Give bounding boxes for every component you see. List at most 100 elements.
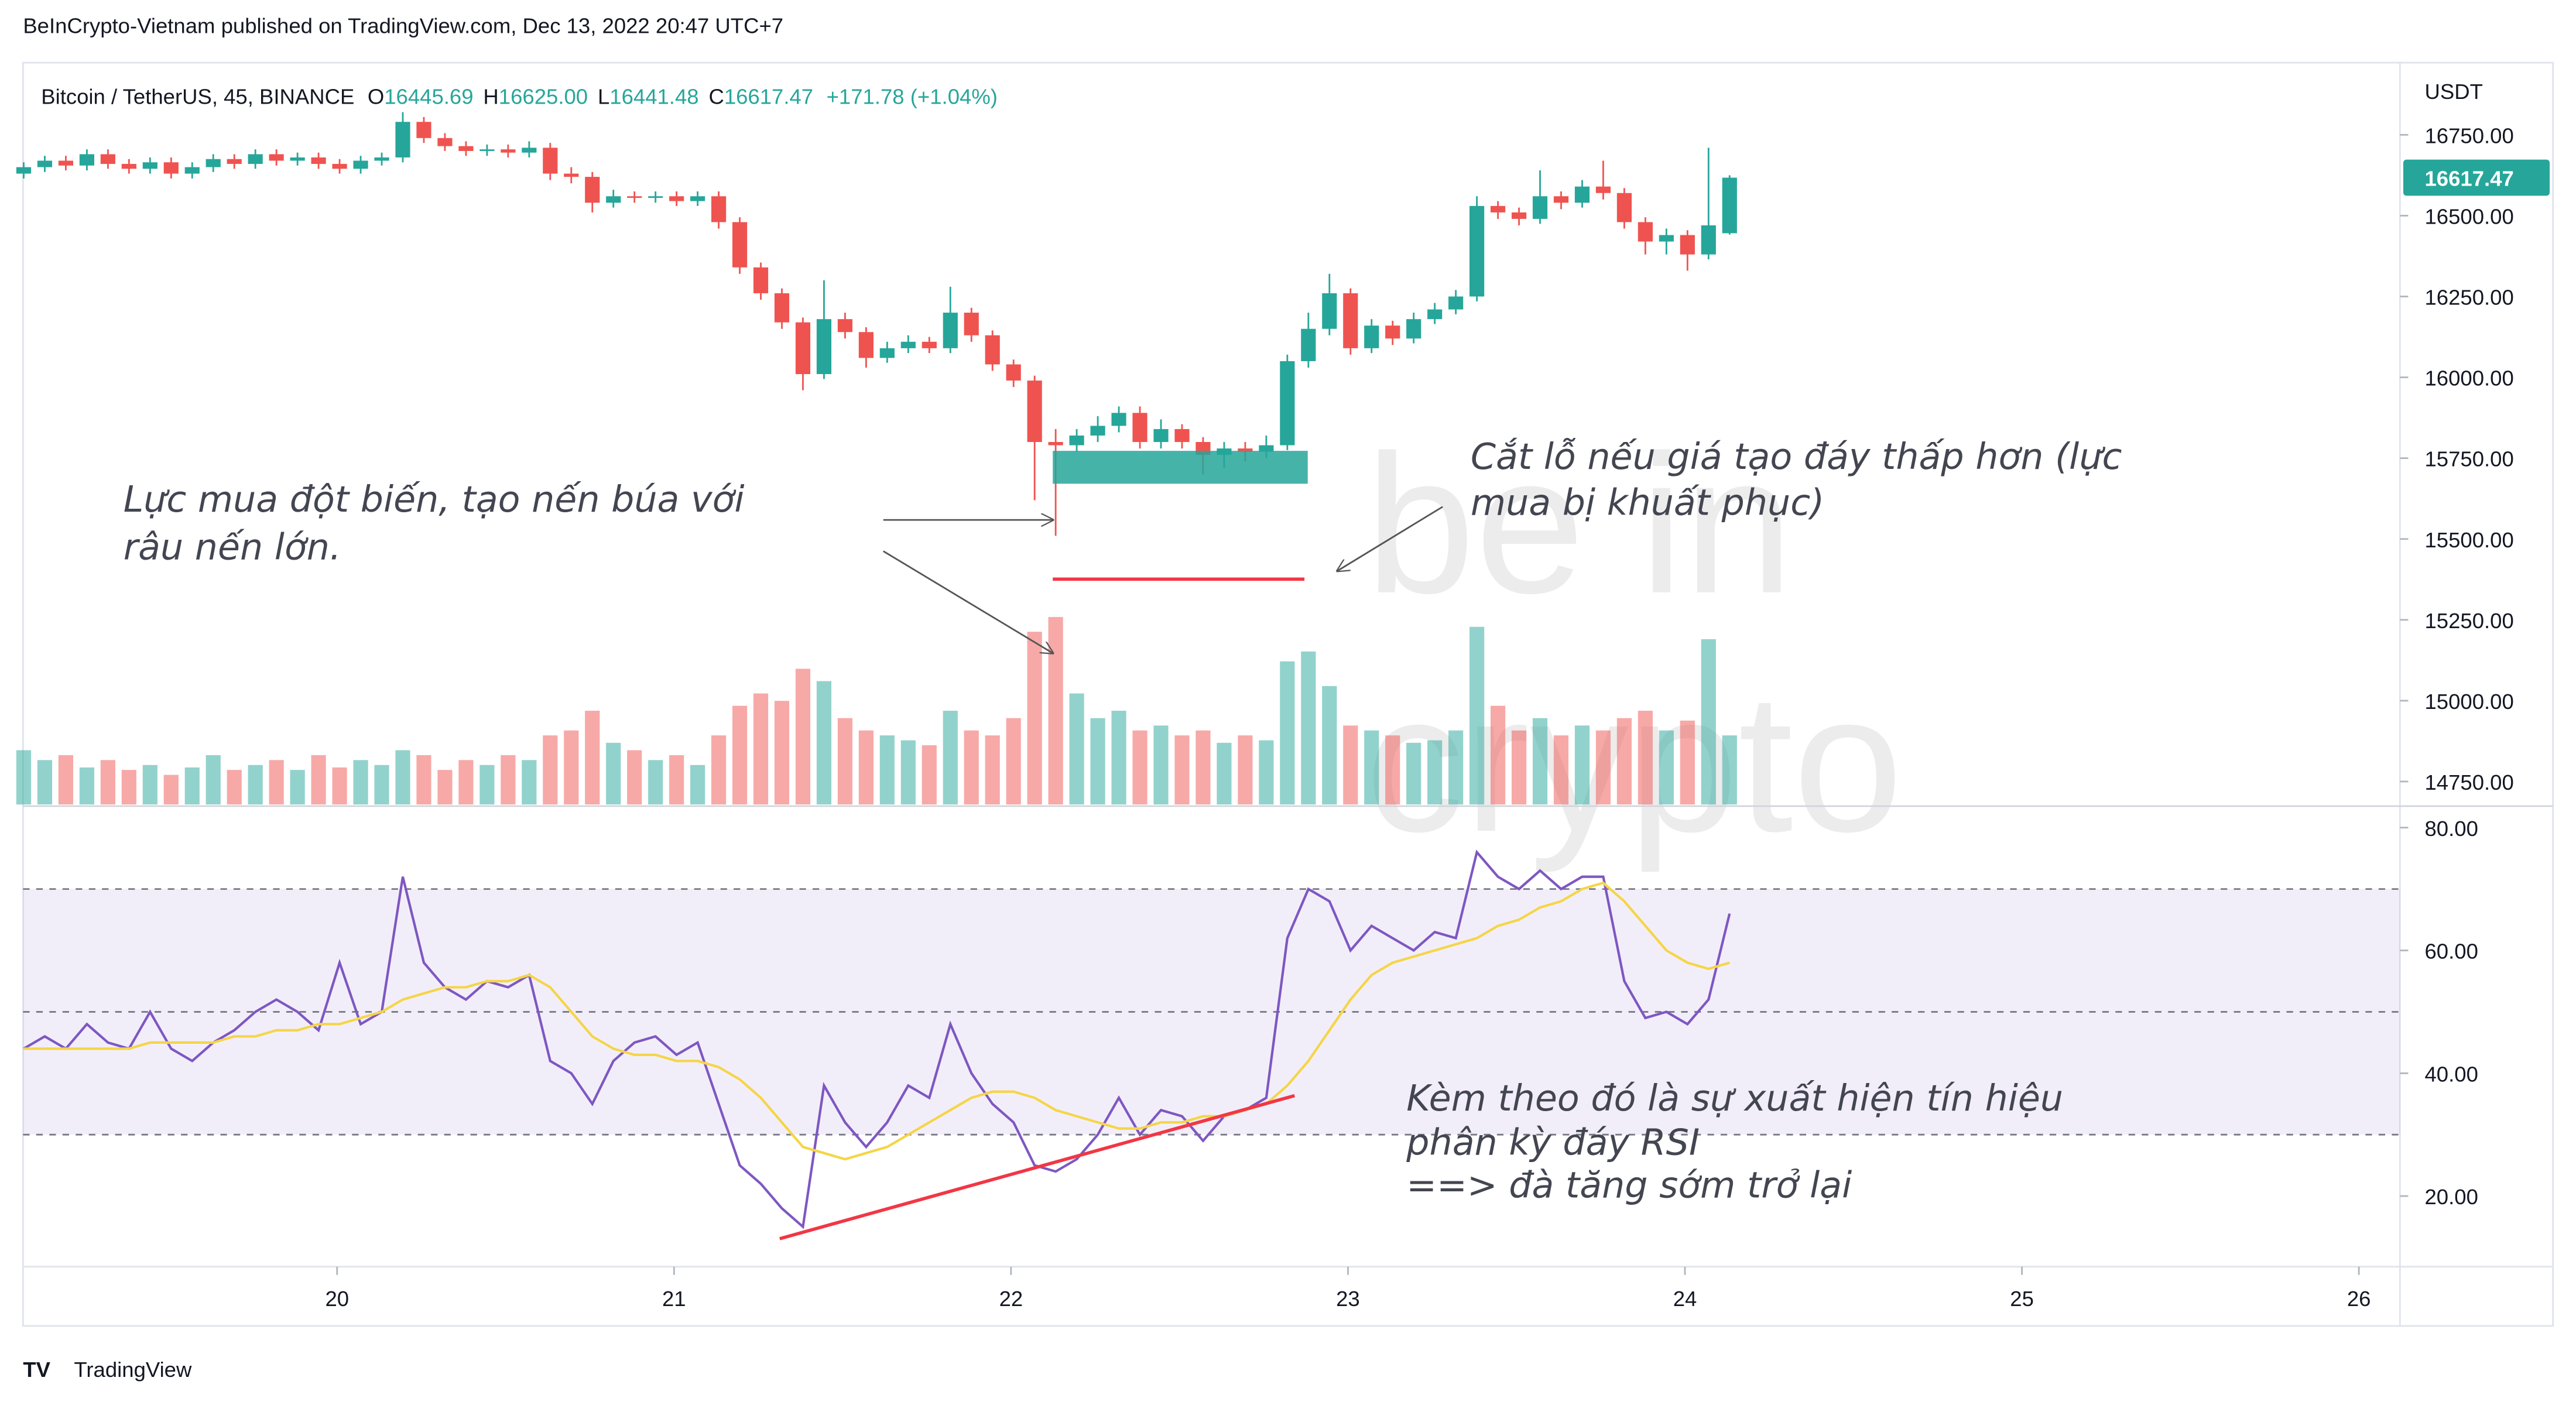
- volume-bar: [774, 701, 790, 805]
- volume-bar: [37, 760, 53, 805]
- x-tick-label: 25: [2010, 1287, 2034, 1311]
- x-tick-label: 24: [1673, 1287, 1697, 1311]
- volume-bar: [290, 770, 305, 805]
- volume-bar: [1111, 711, 1126, 805]
- candle-body: [585, 177, 600, 203]
- candle-body: [290, 157, 305, 161]
- candle-body: [79, 154, 94, 166]
- candle-body: [1364, 325, 1379, 348]
- candle-body: [690, 196, 705, 201]
- candle-body: [479, 149, 495, 151]
- candle-body: [374, 157, 389, 161]
- candle-body: [774, 293, 790, 323]
- volume-bar: [690, 765, 705, 805]
- volume-bar: [1595, 730, 1611, 805]
- volume-bar: [732, 705, 748, 805]
- volume-bar: [816, 681, 832, 805]
- annotation: râu nến lớn.: [124, 526, 341, 568]
- volume-bar: [1006, 718, 1021, 805]
- candle-body: [58, 160, 74, 166]
- candle-body: [1385, 325, 1400, 339]
- frame: [22, 61, 2554, 1327]
- volume-bar: [1427, 740, 1443, 805]
- volume-bar: [648, 760, 663, 805]
- ohlc-value: 16445.69: [384, 84, 473, 108]
- candle-body: [1532, 196, 1548, 219]
- ohlc-key: C: [708, 84, 724, 108]
- published-line: BeInCrypto-Vietnam published on TradingV…: [23, 13, 783, 37]
- candle-body: [501, 149, 516, 153]
- candle-body: [1427, 309, 1443, 320]
- candle-body: [1490, 205, 1506, 213]
- volume-bar: [985, 735, 1000, 805]
- volume-bar: [1259, 740, 1274, 805]
- rsi-line: [23, 881, 1730, 1161]
- arrow: [1337, 506, 1443, 571]
- volume-bar: [964, 730, 979, 805]
- annotation: phân kỳ đáy RSI: [1406, 1122, 1700, 1164]
- currency: USDT: [2425, 80, 2483, 104]
- annotation: Kèm theo đó là sự xuất hiện tín hiệu: [1406, 1077, 2063, 1119]
- candle-body: [1280, 361, 1295, 446]
- volume-bar: [1364, 730, 1379, 805]
- footer-brand: TradingView: [74, 1358, 192, 1382]
- candle-body: [1027, 381, 1042, 443]
- volume-bar: [248, 765, 263, 805]
- candle-body: [1153, 429, 1169, 443]
- y-tick-label: 15500.00: [2425, 528, 2514, 552]
- ohlc-key: L: [598, 84, 609, 108]
- candle-body: [37, 160, 53, 167]
- volume-bar: [311, 755, 326, 805]
- candle-body: [1174, 429, 1190, 443]
- volume-bar: [1490, 705, 1506, 805]
- volume-bar: [522, 760, 537, 805]
- candle-body: [248, 154, 263, 165]
- candle-body: [816, 319, 832, 375]
- candle-body: [1659, 235, 1674, 242]
- x-tick-label: 20: [325, 1287, 349, 1311]
- candle-body: [1511, 212, 1527, 219]
- volume-bar: [142, 765, 157, 805]
- volume-bar: [163, 775, 179, 805]
- volume-bar: [1217, 742, 1232, 805]
- volume-bar: [1511, 730, 1527, 805]
- volume-bar: [479, 765, 495, 805]
- candle-body: [1701, 225, 1716, 255]
- logo-mark: TV: [23, 1358, 50, 1382]
- y-tick-label: 15000.00: [2425, 690, 2514, 714]
- volume-bar: [1195, 730, 1211, 805]
- volume-bar: [922, 745, 937, 805]
- volume-bar: [1701, 639, 1716, 805]
- volume-bar: [1659, 730, 1674, 805]
- watermark: be in: [1365, 414, 1793, 635]
- volume-bar: [227, 770, 242, 805]
- volume-bar: [121, 770, 136, 805]
- volume-bar: [1406, 742, 1421, 805]
- y-tick-label: 16750.00: [2425, 124, 2514, 148]
- volume-bar: [627, 750, 642, 805]
- candle-body: [711, 196, 727, 222]
- candle-body: [16, 167, 32, 174]
- volume-bar: [1638, 711, 1653, 805]
- candle-body: [1069, 435, 1084, 446]
- volume-bar: [1048, 616, 1063, 805]
- volume-bar: [1280, 661, 1295, 805]
- volume-bar: [837, 718, 853, 805]
- candle-body: [1722, 177, 1737, 234]
- volume-bar: [1027, 632, 1042, 805]
- y-tick-label: 60.00: [2425, 940, 2478, 964]
- volume-bar: [1469, 626, 1485, 805]
- candle-body: [732, 222, 748, 268]
- candle-body: [311, 157, 326, 165]
- y-tick-label: 15250.00: [2425, 609, 2514, 633]
- volume-bar: [100, 760, 115, 805]
- candle-body: [1111, 413, 1126, 426]
- candle-body: [1090, 426, 1105, 436]
- volume-bar: [395, 750, 410, 805]
- candle-body: [879, 348, 895, 358]
- ohlc-value: 16625.00: [499, 84, 588, 108]
- candle-body: [669, 196, 684, 201]
- volume-bar: [1553, 735, 1569, 805]
- candle-body: [564, 173, 579, 177]
